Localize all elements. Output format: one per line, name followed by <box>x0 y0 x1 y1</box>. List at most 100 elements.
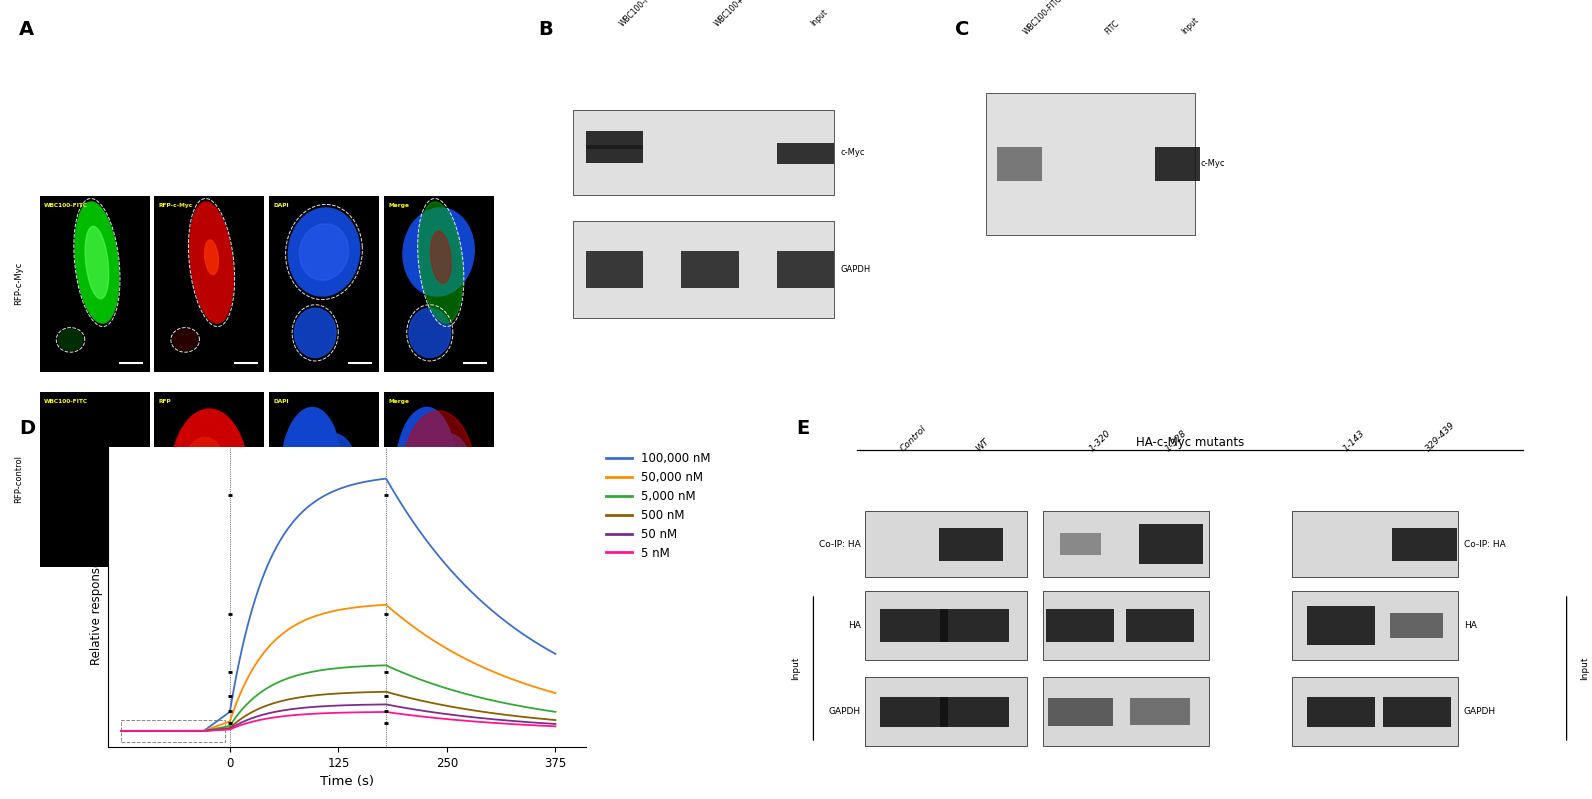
50,000 nM <box>196 725 215 735</box>
5,000 nM <box>377 661 396 670</box>
50,000 nM <box>546 688 565 698</box>
100,000 nM <box>328 485 347 495</box>
50 nM <box>546 719 565 729</box>
Ellipse shape <box>401 411 476 548</box>
5 nM <box>269 712 288 721</box>
500 nM <box>196 726 215 736</box>
Bar <box>987 93 1196 235</box>
Text: DAPI: DAPI <box>274 399 290 403</box>
Text: c-Myc: c-Myc <box>1200 159 1224 168</box>
Bar <box>1393 527 1457 561</box>
Bar <box>1129 698 1189 725</box>
Text: GAPDH: GAPDH <box>1463 707 1496 716</box>
Line: 5,000 nM: 5,000 nM <box>121 666 556 731</box>
Bar <box>1043 590 1208 660</box>
Text: Co-IP: HA: Co-IP: HA <box>1463 539 1506 549</box>
Line: 500 nM: 500 nM <box>121 692 556 731</box>
Bar <box>864 590 1027 660</box>
Line: 100,000 nM: 100,000 nM <box>121 479 556 731</box>
Bar <box>1293 677 1458 746</box>
Bar <box>1138 524 1204 564</box>
50 nM <box>196 726 215 736</box>
Line: 50,000 nM: 50,000 nM <box>121 605 556 731</box>
50 nM <box>269 706 288 716</box>
Bar <box>573 109 834 195</box>
5 nM <box>339 708 358 718</box>
Text: WBC100-FITC: WBC100-FITC <box>1022 0 1065 36</box>
Ellipse shape <box>403 208 474 296</box>
100,000 nM <box>339 481 358 491</box>
Ellipse shape <box>59 329 83 351</box>
5,000 nM <box>328 663 347 673</box>
50 nM <box>377 700 396 710</box>
Ellipse shape <box>299 224 349 280</box>
Ellipse shape <box>419 202 463 323</box>
Text: Merge: Merge <box>388 203 409 208</box>
Bar <box>777 251 834 288</box>
Text: RFP-c-Myc: RFP-c-Myc <box>14 262 24 305</box>
50,000 nM <box>339 603 358 613</box>
Bar <box>586 251 643 288</box>
Text: HA: HA <box>849 621 861 630</box>
Bar <box>1126 609 1194 642</box>
500 nM <box>269 697 288 706</box>
Text: 329-439: 329-439 <box>1425 420 1458 453</box>
5 nM <box>395 710 414 719</box>
5,000 nM <box>395 669 414 678</box>
Legend: 100,000 nM, 50,000 nM, 5,000 nM, 500 nM, 50 nM, 5 nM: 100,000 nM, 50,000 nM, 5,000 nM, 500 nM,… <box>602 447 716 564</box>
Ellipse shape <box>312 434 361 543</box>
Bar <box>1307 606 1375 645</box>
Bar <box>880 609 949 642</box>
50 nM <box>339 701 358 710</box>
Text: FITC: FITC <box>1103 18 1121 36</box>
Bar <box>941 697 1009 726</box>
Text: WT: WT <box>974 436 992 453</box>
500 nM <box>339 688 358 698</box>
50,000 nM <box>328 606 347 615</box>
Ellipse shape <box>178 437 229 528</box>
50 nM <box>455 711 474 721</box>
Bar <box>880 697 949 726</box>
Bar <box>1154 146 1200 181</box>
Bar <box>573 221 834 318</box>
Text: Input: Input <box>1581 657 1589 680</box>
500 nM <box>546 715 565 725</box>
Text: Input: Input <box>1180 15 1200 36</box>
Text: WBC100-FITC: WBC100-FITC <box>45 399 88 403</box>
Text: Input: Input <box>809 7 829 28</box>
Ellipse shape <box>395 407 455 534</box>
100,000 nM <box>455 580 474 590</box>
Text: WBC100-FITC: WBC100-FITC <box>45 203 88 208</box>
Text: E: E <box>796 419 809 439</box>
Bar <box>939 527 1003 561</box>
Ellipse shape <box>75 202 119 323</box>
100,000 nM <box>111 726 131 736</box>
5 nM <box>196 726 215 736</box>
5 nM <box>377 707 396 717</box>
Text: 1-320: 1-320 <box>1087 428 1113 453</box>
50,000 nM <box>455 654 474 663</box>
Ellipse shape <box>295 308 336 357</box>
Text: Merge: Merge <box>388 399 409 403</box>
Bar <box>864 511 1027 578</box>
Bar <box>941 609 1009 642</box>
Text: GAPDH: GAPDH <box>841 265 871 274</box>
Ellipse shape <box>280 407 341 534</box>
5 nM <box>328 708 347 718</box>
5,000 nM <box>196 726 215 736</box>
50,000 nM <box>395 615 414 625</box>
X-axis label: Time (s): Time (s) <box>320 775 374 789</box>
Bar <box>1390 613 1444 638</box>
Text: RFP-control: RFP-control <box>14 455 24 503</box>
Text: GAPDH: GAPDH <box>829 707 861 716</box>
Bar <box>1048 698 1113 725</box>
50,000 nM <box>269 632 288 642</box>
5,000 nM <box>269 677 288 686</box>
Text: Co-IP: HA: Co-IP: HA <box>820 539 861 549</box>
100,000 nM <box>546 649 565 658</box>
Ellipse shape <box>427 434 476 543</box>
5,000 nM <box>546 707 565 717</box>
Line: 50 nM: 50 nM <box>121 705 556 731</box>
100,000 nM <box>395 503 414 513</box>
500 nM <box>111 726 131 736</box>
